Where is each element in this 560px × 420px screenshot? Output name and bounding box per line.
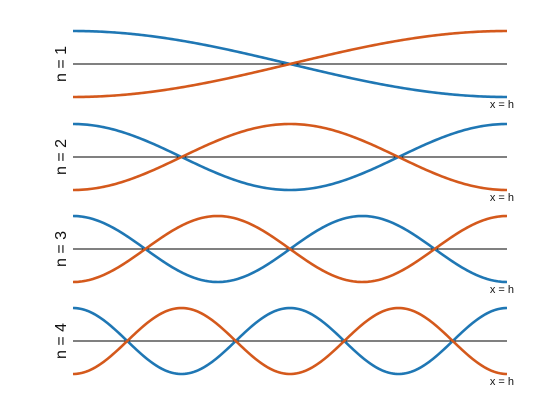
orange-wave-curve: [73, 29, 507, 99]
orange-wave-curve: [72, 306, 508, 376]
mode-label: n = 4: [53, 323, 70, 359]
panel-n3: n = 3 x = h: [53, 214, 514, 296]
panel-n1: n = 1 x = h: [53, 29, 514, 111]
orange-wave-curve: [72, 122, 508, 192]
mode-label: n = 1: [53, 46, 70, 82]
blue-wave-curve: [72, 306, 508, 376]
end-position-label: x = h: [490, 99, 514, 111]
orange-wave-curve: [72, 214, 508, 284]
blue-wave-curve: [72, 122, 508, 192]
end-position-label: x = h: [490, 376, 514, 388]
panel-n2: n = 2 x = h: [53, 122, 514, 204]
mode-label: n = 2: [53, 139, 70, 175]
panel-n4: n = 4 x = h: [53, 306, 514, 388]
end-position-label: x = h: [490, 284, 514, 296]
mode-panels: n = 1 x = h n = 2 x = h n = 3 x = h n = 4 x = h: [53, 29, 514, 388]
end-position-label: x = h: [490, 192, 514, 204]
mode-label: n = 3: [53, 231, 70, 267]
